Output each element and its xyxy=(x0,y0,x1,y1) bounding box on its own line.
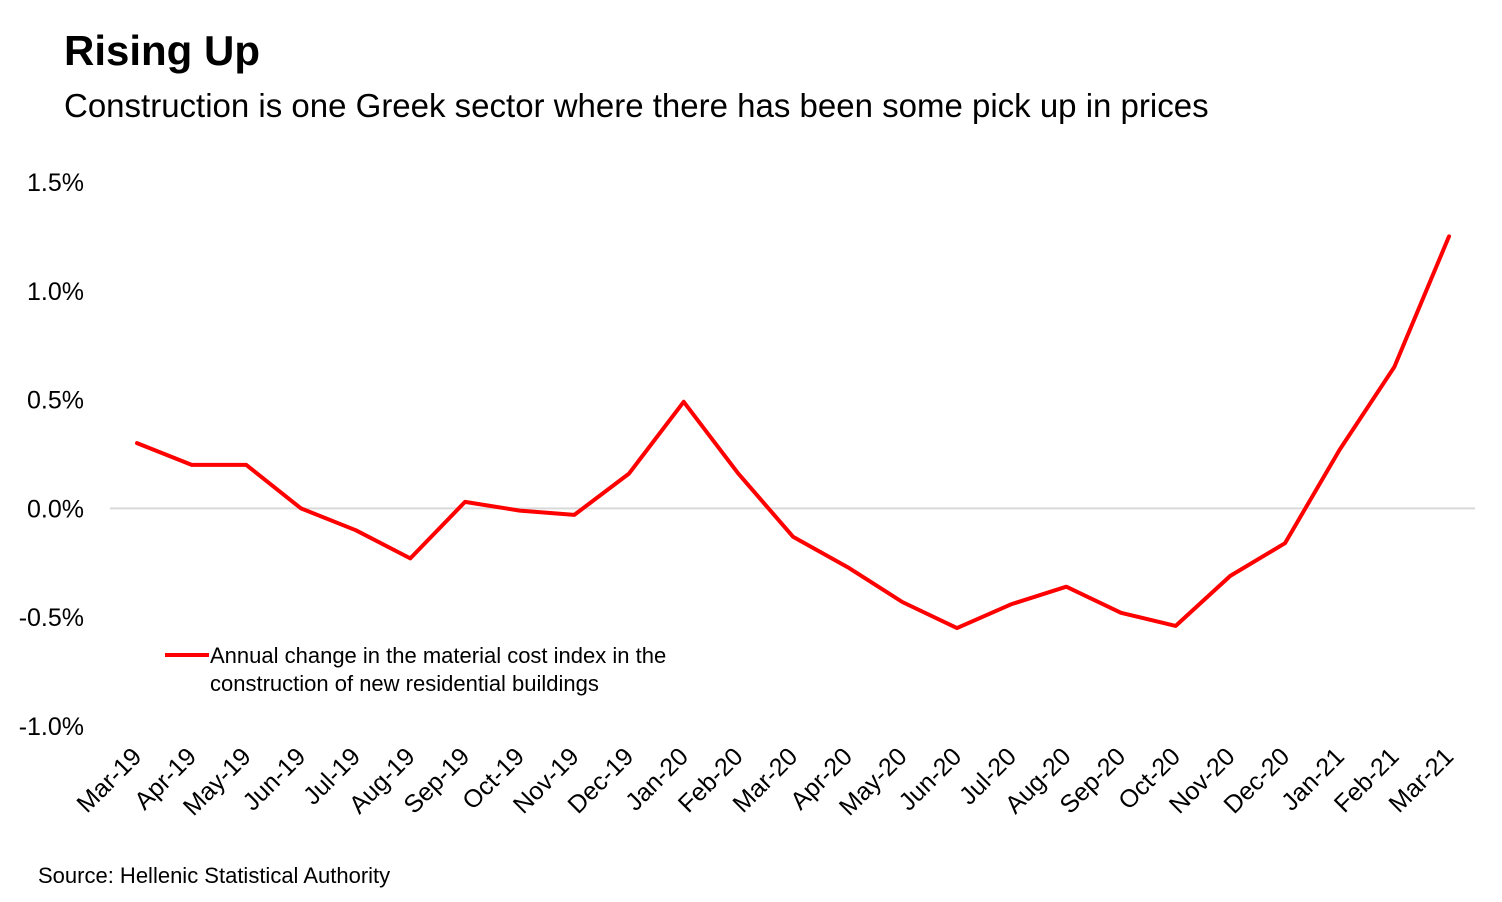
y-tick-label: 1.5% xyxy=(27,169,84,197)
chart-subtitle: Construction is one Greek sector where t… xyxy=(64,87,1209,124)
chart-title: Rising Up xyxy=(64,27,260,74)
x-tick-label: Jun-19 xyxy=(237,742,311,816)
legend-label-line-2: construction of new residential building… xyxy=(210,671,599,696)
series-line xyxy=(135,234,1451,631)
x-axis-tick-labels: Mar-19Apr-19May-19Jun-19Jul-19Aug-19Sep-… xyxy=(71,742,1459,821)
y-tick-label: 1.0% xyxy=(27,278,84,306)
y-tick-label: -1.0% xyxy=(19,713,84,741)
y-tick-label: -0.5% xyxy=(19,604,84,632)
x-tick-label: Mar-19 xyxy=(71,742,147,818)
legend: Annual change in the material cost index… xyxy=(165,643,666,696)
source-note: Source: Hellenic Statistical Authority xyxy=(38,863,391,888)
y-tick-label: 0.5% xyxy=(27,387,84,415)
y-tick-label: 0.0% xyxy=(27,495,84,523)
x-tick-label: Jun-20 xyxy=(893,742,967,816)
y-axis-tick-labels: 1.5% 1.0% 0.5% 0.0% -0.5% -1.0% xyxy=(19,169,84,741)
legend-label-line-1: Annual change in the material cost index… xyxy=(210,643,666,668)
